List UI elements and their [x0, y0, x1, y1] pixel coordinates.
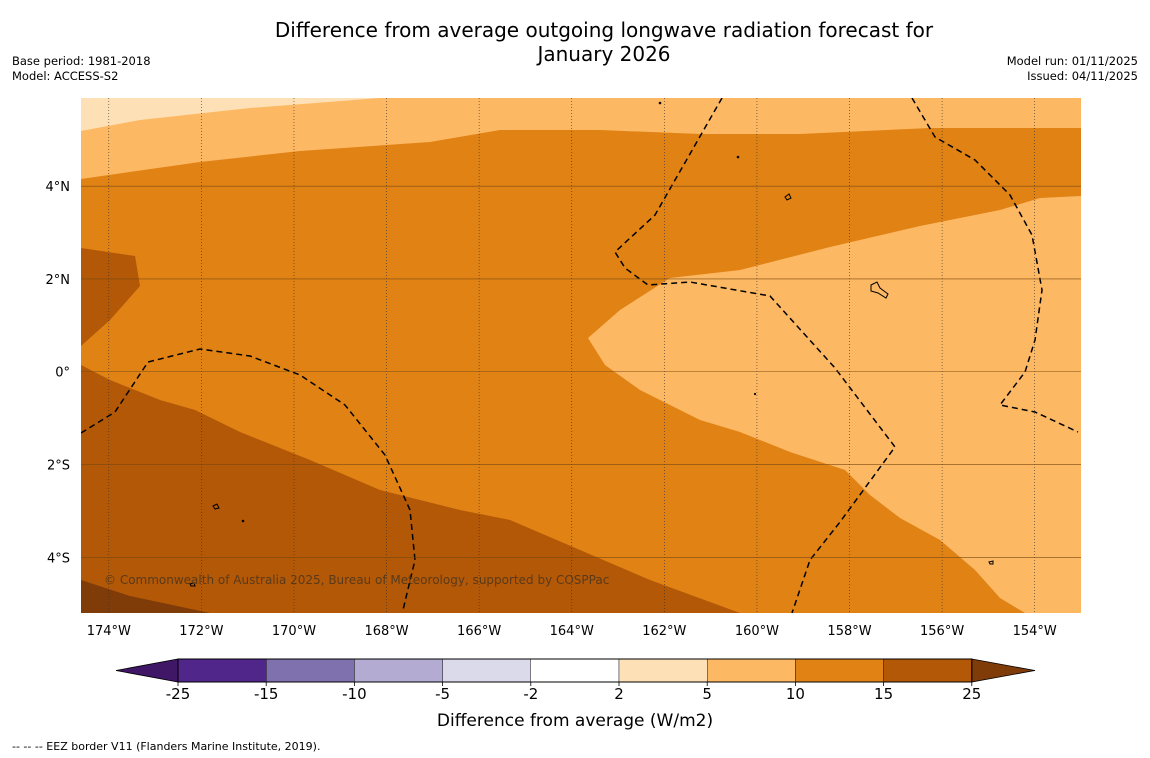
- issued-date: Issued: 04/11/2025: [1027, 69, 1138, 83]
- title-line-2: January 2026: [537, 42, 671, 66]
- lon-tick-label: 154°W: [1013, 624, 1057, 639]
- island-h: [241, 519, 245, 523]
- anomaly-5-10-north-band: [81, 98, 1081, 179]
- map-plot-area: © Commonwealth of Australia 2025, Bureau…: [81, 98, 1081, 613]
- colorbar-level-label: 15: [874, 685, 893, 703]
- island-d: [189, 582, 196, 587]
- island-i: [753, 392, 757, 396]
- eez-border-west: [81, 348, 416, 611]
- colorbar-frame: [177, 658, 973, 683]
- eez-border-central: [614, 98, 896, 613]
- colorbar-segment-5: [618, 658, 708, 683]
- copyright-text: © Commonwealth of Australia 2025, Bureau…: [104, 573, 609, 587]
- colorbar-level-label: 10: [786, 685, 805, 703]
- chart-title: Difference from average outgoing longwav…: [230, 18, 978, 66]
- model-run: Model run: 01/11/2025: [1006, 54, 1138, 68]
- lon-tick-label: 156°W: [920, 624, 964, 639]
- colorbar-level-label: -10: [342, 685, 367, 703]
- colorbar-level-label: -2: [523, 685, 538, 703]
- colorbar-level-label: 2: [614, 685, 624, 703]
- anomaly-15-25-west-bulge: [81, 248, 140, 346]
- lon-tick-label: 174°W: [87, 624, 131, 639]
- colorbar-level-label: 25: [962, 685, 981, 703]
- colorbar-segment-2: [354, 658, 443, 683]
- colorbar-extend-min: [115, 658, 179, 683]
- lon-tick-label: 158°W: [827, 624, 871, 639]
- anomaly-2-5-north-band: [81, 98, 380, 131]
- lon-tick-label: 164°W: [550, 624, 594, 639]
- colorbar-segment-1: [266, 658, 355, 683]
- island-a: [784, 193, 792, 201]
- colorbar: -25 -15 -10 -5 -2 2 5 10 15 25: [115, 658, 1036, 703]
- colorbar-level-label: -25: [166, 685, 191, 703]
- island-e: [988, 560, 994, 565]
- lon-tick-label: 162°W: [642, 624, 686, 639]
- base-period: Base period: 1981-2018: [12, 54, 151, 68]
- island-b: [870, 281, 889, 299]
- lat-tick-label: 0°: [55, 366, 70, 381]
- colorbar-level-label: 5: [702, 685, 712, 703]
- meta-left: Base period: 1981-2018 Model: ACCESS-S2: [12, 54, 151, 84]
- colorbar-level-label: -15: [254, 685, 279, 703]
- colorbar-segment-0: [177, 658, 267, 683]
- anomaly-15-25-southwest-region: [81, 365, 740, 613]
- colorbar-segment-7: [795, 658, 884, 683]
- eez-border-east: [911, 98, 1079, 433]
- colorbar-segment-3: [442, 658, 532, 683]
- title-line-1: Difference from average outgoing longwav…: [274, 18, 934, 42]
- lon-tick-label: 172°W: [179, 624, 223, 639]
- lat-tick-label: 4°N: [46, 180, 71, 195]
- colorbar-segment-6: [707, 658, 796, 683]
- axis-ticks: 174°W 172°W 170°W 168°W 166°W 164°W 162°W 160°W…: [46, 180, 1057, 639]
- island-f: [658, 101, 662, 105]
- islands: [189, 101, 994, 587]
- lat-tick-label: 2°S: [47, 459, 70, 474]
- colorbar-segment-8: [883, 658, 972, 683]
- lon-tick-label: 166°W: [457, 624, 501, 639]
- model-name: Model: ACCESS-S2: [12, 69, 119, 83]
- lon-tick-label: 160°W: [735, 624, 779, 639]
- anomaly-5-10-east-region: [588, 196, 1081, 613]
- island-c: [212, 503, 220, 510]
- lat-tick-label: 4°S: [47, 551, 70, 566]
- lon-tick-label: 170°W: [272, 624, 316, 639]
- lon-tick-label: 168°W: [364, 624, 408, 639]
- colorbar-extend-max: [971, 658, 1036, 683]
- lat-tick-label: 2°N: [46, 273, 71, 288]
- eez-legend-note: -- -- -- EEZ border V11 (Flanders Marine…: [12, 740, 321, 753]
- meta-right: Model run: 01/11/2025 Issued: 04/11/2025: [1007, 54, 1138, 84]
- colorbar-level-label: -5: [435, 685, 450, 703]
- gridlines: [81, 98, 1081, 613]
- colorbar-title: Difference from average (W/m2): [437, 711, 713, 731]
- colorbar-segment-4: [530, 658, 620, 683]
- island-g: [736, 155, 740, 159]
- eez-borders: [81, 98, 1079, 613]
- anomaly-above-25-corner: [81, 580, 210, 613]
